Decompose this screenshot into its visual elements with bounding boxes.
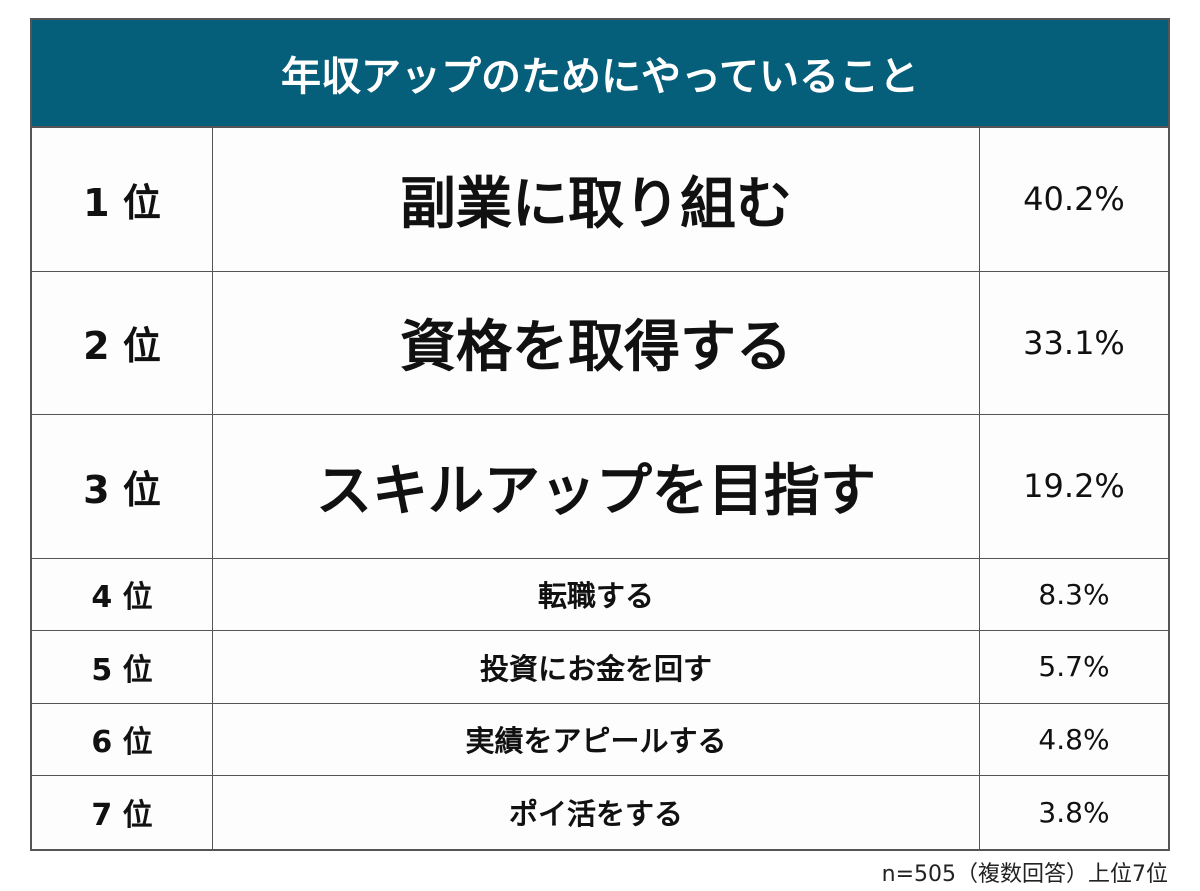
table-row: 1 位副業に取り組む 40.2%: [32, 128, 1168, 272]
table-title: 年収アップのためにやっていること: [32, 20, 1168, 128]
item-cell: 転職する: [213, 558, 980, 630]
ranking-table: 年収アップのためにやっていること 1 位副業に取り組む 40.2% 2 位資格を取得…: [30, 18, 1170, 851]
percent-cell: 4.8%: [1038, 722, 1110, 756]
percent-cell: 8.3%: [1038, 577, 1110, 611]
table-row: 4 位転職する 8.3%: [32, 558, 1168, 631]
percent-cell: 19.2%: [1023, 467, 1125, 506]
table-row: 5 位投資にお金を回す 5.7%: [32, 631, 1168, 704]
item-cell: 副業に取り組む: [213, 128, 980, 271]
percent-cell: 33.1%: [1023, 323, 1125, 362]
rank-cell: 1 位: [32, 128, 213, 271]
rank-cell: 7 位: [32, 776, 213, 849]
percent-cell: 3.8%: [1038, 795, 1110, 829]
table-row: 2 位資格を取得する 33.1%: [32, 271, 1168, 415]
item-cell: ポイ活をする: [213, 776, 980, 849]
footnote: n=505（複数回答）上位7位: [881, 862, 1168, 887]
rank-cell: 4 位: [32, 558, 213, 630]
table-row: 3 位スキルアップを目指す 19.2%: [32, 415, 1168, 559]
rank-cell: 3 位: [32, 415, 213, 558]
item-cell: スキルアップを目指す: [213, 415, 980, 558]
percent-cell: 40.2%: [1023, 180, 1125, 219]
rank-cell: 6 位: [32, 703, 213, 775]
table-row: 6 位実績をアピールする 4.8%: [32, 703, 1168, 776]
item-cell: 実績をアピールする: [213, 703, 980, 775]
rank-cell: 2 位: [32, 271, 213, 414]
percent-cell: 5.7%: [1038, 650, 1110, 684]
table-row: 7 位ポイ活をする 3.8%: [32, 776, 1168, 849]
item-cell: 資格を取得する: [213, 271, 980, 414]
item-cell: 投資にお金を回す: [213, 631, 980, 703]
rank-cell: 5 位: [32, 631, 213, 703]
